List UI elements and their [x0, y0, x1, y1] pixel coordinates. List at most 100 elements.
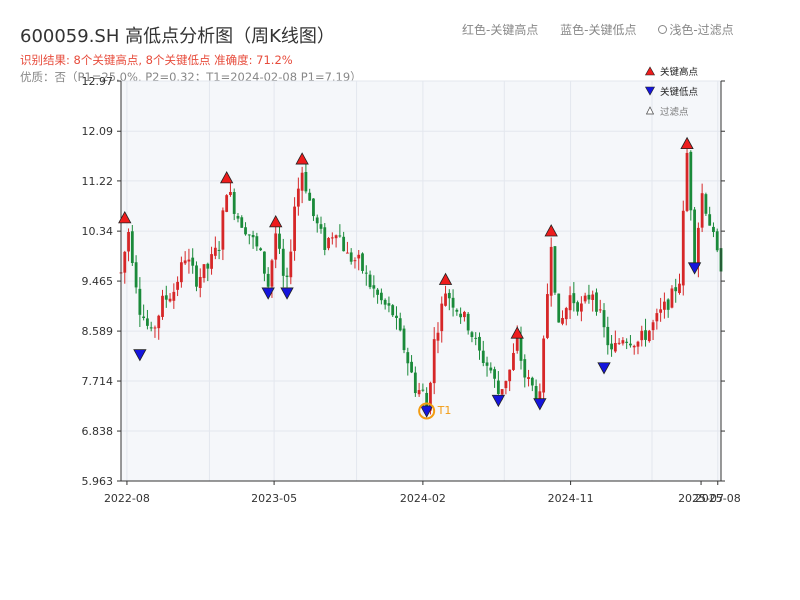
candle-body [715, 231, 719, 251]
x-tick-label: 2022-08 [104, 492, 150, 505]
candle-body [281, 248, 285, 276]
candle-body [323, 227, 327, 250]
candle-body [274, 233, 278, 260]
candle-body [221, 210, 225, 250]
candle-body [519, 338, 523, 361]
candle-body [557, 293, 561, 323]
candle-body [146, 318, 149, 326]
candle-body [130, 231, 134, 264]
candle-body [361, 253, 364, 271]
candle-body [210, 254, 213, 269]
candle-body [459, 313, 463, 318]
candle-body [247, 234, 251, 236]
top-legend: 红色-关键高点 蓝色-关键低点 浅色-过滤点 [462, 21, 734, 38]
candle-body [508, 369, 512, 382]
candle-body [346, 252, 349, 254]
candle-body [564, 308, 568, 320]
candle-body [172, 291, 176, 301]
x-tick-label: 2025-07 [678, 492, 724, 505]
candle-body [674, 287, 678, 292]
candle-body [300, 172, 304, 191]
candle-body [489, 367, 493, 371]
candle-body [395, 315, 398, 319]
candle-body [647, 330, 651, 342]
candle-body [602, 310, 606, 328]
candle-body [466, 313, 470, 331]
candle-body [319, 224, 323, 229]
candle-body [583, 295, 587, 302]
key-high-marker [680, 136, 694, 150]
key-low-marker [597, 362, 611, 375]
candle-body [485, 362, 489, 366]
candle-body [142, 316, 146, 319]
candle-body [179, 262, 183, 283]
candle-body [285, 275, 289, 277]
candle-body [202, 264, 206, 279]
candle-body [670, 288, 674, 308]
x-tick-label: 2023-05 [251, 492, 297, 505]
candle-body [312, 198, 315, 217]
candle-body [330, 237, 334, 239]
candle-body [161, 295, 164, 317]
candle-body [308, 192, 312, 201]
candle-body [591, 294, 595, 300]
candle-body [440, 303, 444, 332]
candle-body [240, 217, 244, 228]
y-tick-label: 6.838 [82, 425, 114, 438]
candle-body [504, 380, 508, 389]
candle-body [527, 377, 530, 380]
candle-body [229, 191, 232, 195]
candle-body [149, 327, 153, 329]
candle-body [700, 193, 704, 228]
candle-body [617, 342, 621, 344]
candle-body [542, 338, 546, 393]
candle-body [327, 238, 330, 249]
candle-body [696, 227, 700, 266]
candle-body [123, 251, 127, 273]
candle-body [632, 345, 636, 348]
legend-filtered-marker [645, 106, 655, 115]
candle-body [315, 217, 319, 224]
key-high-marker [544, 224, 558, 237]
x-tick-label: 2024-11 [548, 492, 594, 505]
candle-body [470, 332, 474, 338]
y-tick-label: 7.714 [82, 375, 114, 388]
t1-ring [418, 402, 436, 420]
legend-low-label: 关键低点 [660, 86, 699, 98]
candle-body [425, 392, 429, 412]
candle-body [134, 262, 138, 288]
candle-body [206, 263, 210, 269]
result-summary: 识别结果: 8个关键高点, 8个关键低点 准确度: 71.2% [20, 53, 293, 67]
candle-body [666, 299, 670, 310]
candle-body [410, 361, 413, 373]
candle-body [481, 350, 485, 363]
candle-body [644, 330, 647, 340]
candle-body [402, 328, 406, 351]
chart-title: 600059.SH 高低点分析图（周K线图） [20, 26, 335, 47]
candle-body [376, 289, 380, 295]
key-low-marker [687, 262, 702, 275]
candle-body [474, 337, 478, 339]
candle-body [549, 246, 553, 296]
candle-body [244, 227, 247, 235]
y-tick-label: 11.22 [82, 175, 114, 188]
candle-body [421, 389, 425, 391]
candle-body [349, 252, 353, 262]
candle-body [500, 389, 504, 395]
candle-body [712, 226, 715, 233]
candle-body [364, 272, 368, 274]
candle-body [293, 206, 296, 251]
candle-body [444, 293, 447, 306]
candle-body [693, 209, 696, 265]
candle-body [447, 292, 451, 299]
candle-body [379, 292, 383, 301]
candle-body [546, 294, 549, 338]
candle-body [255, 236, 259, 247]
x-tick-label: 2024-02 [400, 492, 446, 505]
candle-body [432, 339, 436, 384]
candle-body [187, 259, 191, 262]
candle-body [266, 273, 270, 287]
candle-body [391, 305, 395, 316]
key-low-marker [419, 405, 434, 418]
